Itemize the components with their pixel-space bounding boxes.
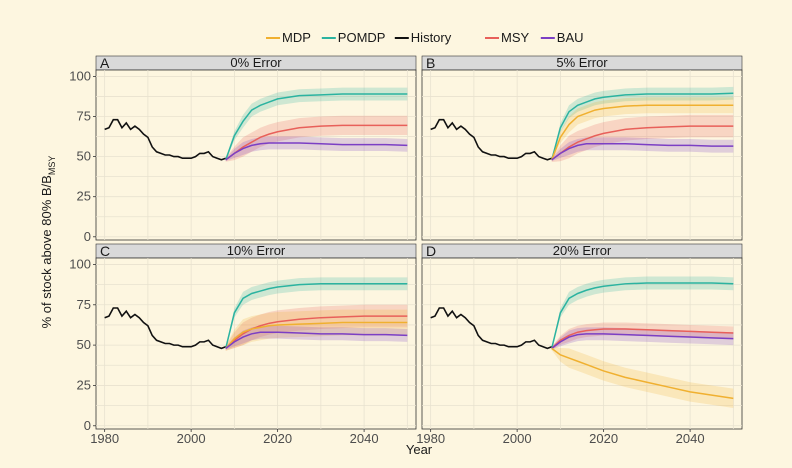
panel-area <box>421 257 743 430</box>
y-axis-title-subscript: MSY <box>47 156 57 176</box>
y-tick-label: 50 <box>77 337 91 352</box>
gridlines <box>422 70 742 240</box>
series-msy-line <box>225 315 408 349</box>
y-tick-label: 25 <box>77 189 91 204</box>
panel-letter: B <box>426 55 435 71</box>
ribbon-mdp <box>225 309 408 351</box>
ribbon-pomdp <box>225 277 408 350</box>
gridlines <box>96 258 416 429</box>
legend-label-mdp: MDP <box>282 30 311 45</box>
y-tick-label: 75 <box>77 109 91 124</box>
series-msy-line <box>551 125 734 161</box>
panel-letter: A <box>100 55 110 71</box>
gridlines <box>96 70 416 240</box>
x-tick-label: 2000 <box>177 431 206 446</box>
series-pomdp-line <box>225 283 408 349</box>
x-tick-label: 2000 <box>503 431 532 446</box>
x-tick-label: 2040 <box>350 431 379 446</box>
gridlines <box>422 258 742 429</box>
series-bau-line <box>551 143 734 161</box>
series-history-line <box>104 307 227 350</box>
legend-label-msy: MSY <box>501 30 530 45</box>
x-tick-label: 1980 <box>90 431 119 446</box>
ribbon-pomdp <box>225 87 408 162</box>
panel-b: 5% Error B <box>421 55 743 241</box>
series-mdp-line <box>225 321 408 349</box>
series-bau-line <box>551 333 734 349</box>
series-history-line <box>430 307 553 350</box>
series-history-line <box>430 118 553 161</box>
x-tick-label: 2020 <box>263 431 292 446</box>
series-mdp-line <box>551 347 734 400</box>
y-tick-label: 50 <box>77 149 91 164</box>
y-tick-label: 75 <box>77 297 91 312</box>
y-axis-title-main: % of stock above 80% B/B <box>39 175 54 328</box>
panel-area <box>95 257 417 430</box>
panel-letter: C <box>100 243 110 259</box>
x-axis-title: Year <box>406 442 433 457</box>
legend: MDP POMDP History MSY BAU <box>266 30 584 45</box>
series-bau-line <box>225 142 408 161</box>
y-tick-label: 25 <box>77 377 91 392</box>
ribbon-msy <box>225 115 408 162</box>
series-msy-line <box>225 124 408 161</box>
panel-d: 20% Error D 1980 2000 2020 2040 <box>416 243 743 446</box>
series-pomdp-line <box>551 282 734 349</box>
legend-label-bau: BAU <box>557 30 584 45</box>
y-tick-label: 0 <box>84 418 91 433</box>
y-tick-label: 100 <box>69 256 91 271</box>
x-tick-label: 1980 <box>416 431 445 446</box>
ribbon-mdp <box>551 97 734 162</box>
series-msy-line <box>551 328 734 349</box>
panel-title: 10% Error <box>227 243 286 258</box>
panel-a: 0% Error A 0 25 50 75 100 <box>69 55 417 244</box>
panel-title: 5% Error <box>556 55 608 70</box>
panel-title: 0% Error <box>230 55 282 70</box>
y-tick-label: 100 <box>69 68 91 83</box>
x-tick-label: 2040 <box>676 431 705 446</box>
series-history-line <box>104 118 227 161</box>
panel-area <box>421 69 743 241</box>
panel-letter: D <box>426 243 436 259</box>
series-pomdp-line <box>225 93 408 161</box>
series-mdp-line <box>551 104 734 161</box>
series-pomdp-line <box>551 92 734 161</box>
panel-area <box>95 69 417 241</box>
panel-title: 20% Error <box>553 243 612 258</box>
y-axis-title: % of stock above 80% B/BMSY <box>39 156 57 329</box>
x-tick-label: 2020 <box>589 431 618 446</box>
panel-c: 10% Error C 0 25 50 75 100 1980 2000 2020 2040 <box>69 243 417 446</box>
legend-label-pomdp: POMDP <box>338 30 386 45</box>
legend-label-history: History <box>411 30 452 45</box>
y-tick-label: 0 <box>84 229 91 244</box>
series-bau-line <box>225 331 408 349</box>
ribbon-bau <box>551 327 734 350</box>
ribbon-mdp <box>551 346 734 409</box>
